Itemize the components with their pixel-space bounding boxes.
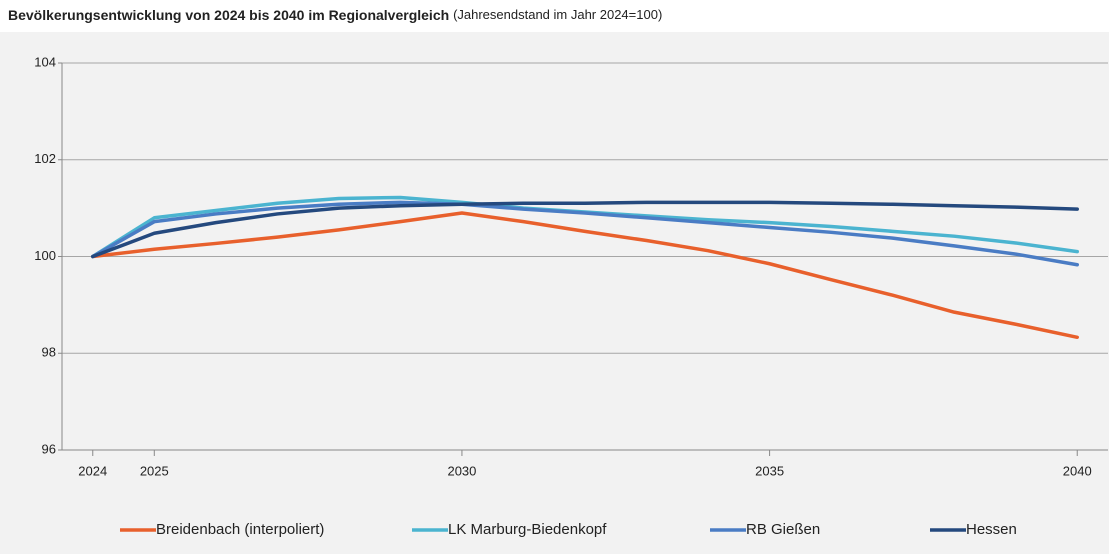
y-tick-label: 102 xyxy=(34,151,56,166)
series-line xyxy=(91,200,1079,267)
chart-title: Bevölkerungsentwicklung von 2024 bis 204… xyxy=(8,7,449,23)
y-tick-label: 98 xyxy=(42,345,56,360)
x-tick-label: 2035 xyxy=(755,463,784,478)
x-tick-label: 2024 xyxy=(78,463,107,478)
y-tick-label: 96 xyxy=(42,441,56,456)
y-tick-label: 100 xyxy=(34,248,56,263)
x-tick-label: 2025 xyxy=(140,463,169,478)
series-line xyxy=(91,200,1079,259)
series-line xyxy=(91,211,1079,340)
x-tick-label: 2040 xyxy=(1063,463,1092,478)
legend-label: Breidenbach (interpoliert) xyxy=(156,521,324,538)
x-tick-label: 2030 xyxy=(447,463,476,478)
chart-subtitle: (Jahresendstand im Jahr 2024=100) xyxy=(453,7,662,22)
y-tick-label: 104 xyxy=(34,54,56,69)
legend-label: LK Marburg-Biedenkopf xyxy=(448,521,607,538)
legend-label: RB Gießen xyxy=(746,521,820,538)
chart-background xyxy=(0,32,1109,554)
chart-title-line: Bevölkerungsentwicklung von 2024 bis 204… xyxy=(8,7,662,23)
legend-label: Hessen xyxy=(966,521,1017,538)
